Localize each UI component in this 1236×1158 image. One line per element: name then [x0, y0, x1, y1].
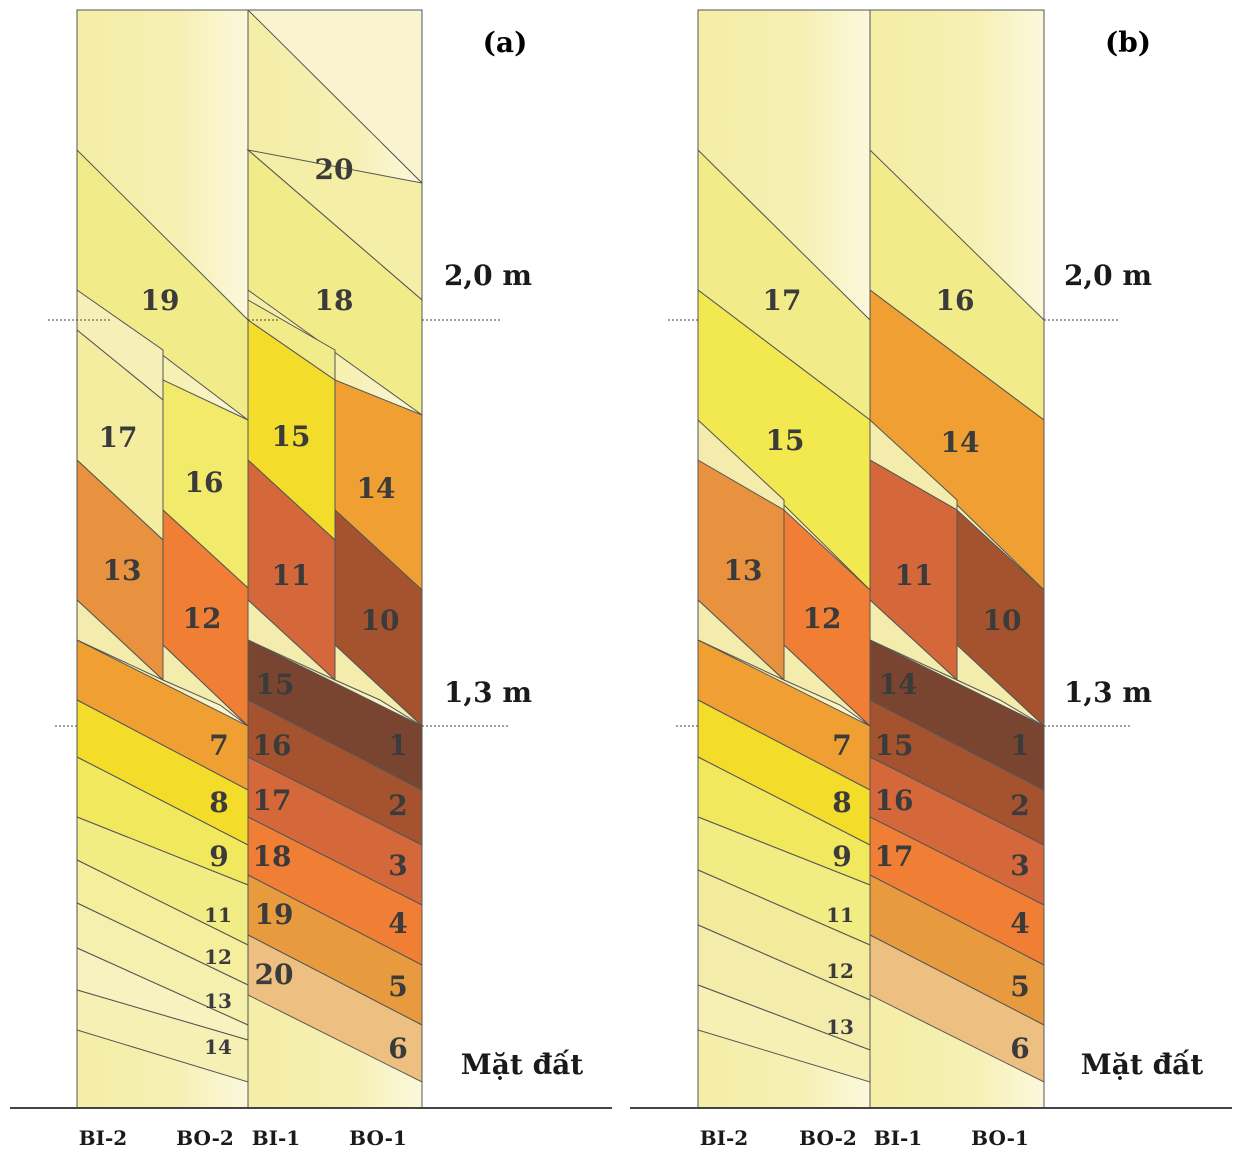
ground-label-a: Mặt đất: [461, 1048, 584, 1081]
band-number: 13: [204, 989, 232, 1013]
band-number: 13: [103, 554, 142, 587]
band-number: 7: [209, 729, 228, 762]
band-number: 16: [185, 466, 224, 499]
band-number: 5: [1010, 970, 1029, 1003]
band-10b-a: [334, 643, 423, 727]
band-13b-a: [76, 598, 164, 681]
level-label-13m-a: 1,3 m: [444, 676, 532, 709]
band-number: 15: [875, 729, 914, 762]
band-number: 9: [209, 840, 228, 873]
band-10c-b: [956, 643, 1045, 727]
level-label-13m-b: 1,3 m: [1064, 676, 1152, 709]
band-12c-b: [783, 643, 871, 727]
band-number: 11: [272, 559, 311, 592]
band-14l-a: [76, 989, 249, 1083]
band-number: 20: [315, 153, 354, 186]
band-number: 14: [879, 668, 918, 701]
band-number: 4: [388, 907, 407, 940]
band-number: 11: [826, 903, 854, 927]
band-number: 18: [315, 284, 354, 317]
column-label-bi1-a: BI-1: [252, 1126, 300, 1150]
band-number: 12: [803, 602, 842, 635]
band-6d-b: [869, 934, 1045, 1083]
band-number: 2: [388, 789, 407, 822]
band-number: 19: [255, 898, 294, 931]
band-number: 11: [204, 903, 232, 927]
column-label-bo2-a: BO-2: [176, 1126, 234, 1150]
band-number: 6: [388, 1032, 407, 1065]
band-number: 10: [361, 604, 400, 637]
band-number: 4: [1010, 907, 1029, 940]
column-label-bi2-a: BI-2: [79, 1126, 127, 1150]
band-number: 17: [763, 284, 802, 317]
band-number: 6: [1010, 1032, 1029, 1065]
band-number: 19: [141, 284, 180, 317]
band-11b-a: [247, 598, 336, 681]
panel-label-a: (a): [483, 26, 528, 59]
band-number: 15: [256, 668, 295, 701]
band-number: 17: [875, 840, 914, 873]
band-number: 1: [388, 729, 407, 762]
band-number: 13: [724, 554, 763, 587]
band-number: 14: [941, 426, 980, 459]
band-number: 16: [936, 284, 975, 317]
band-number: 8: [209, 786, 228, 819]
band-number: 17: [253, 784, 292, 817]
band-number: 7: [832, 729, 851, 762]
band-number: 15: [766, 424, 805, 457]
column-label-bi1-b: BI-1: [874, 1126, 922, 1150]
band-number: 15: [272, 420, 311, 453]
band-number: 12: [204, 945, 232, 969]
band-number: 2: [1010, 789, 1029, 822]
band-20-a: [246, 9, 423, 185]
band-number: 12: [826, 959, 854, 983]
band-13c-b: [697, 598, 785, 681]
panel-b: 17 16 15 14 13 12 11 10 14 1 15 7 2 16 8…: [630, 9, 1232, 1150]
band-number: 1: [1010, 729, 1029, 762]
band-number: 20: [255, 958, 294, 991]
column-label-bi2-b: BI-2: [700, 1126, 748, 1150]
band-number: 9: [832, 840, 851, 873]
column-label-bo1-b: BO-1: [971, 1126, 1029, 1150]
level-label-2m-b: 2,0 m: [1064, 259, 1152, 292]
band-20d-a: [247, 934, 423, 1083]
level-label-2m-a: 2,0 m: [444, 259, 532, 292]
band-13l-b: [697, 984, 871, 1083]
band-number: 3: [1010, 849, 1029, 882]
band-number: 12: [183, 602, 222, 635]
band-number: 13: [826, 1015, 854, 1039]
panel-label-b: (b): [1105, 26, 1151, 59]
band-number: 5: [388, 970, 407, 1003]
band-number: 18: [253, 840, 292, 873]
band-number: 16: [875, 784, 914, 817]
band-number: 3: [388, 849, 407, 882]
panel-a: 20 19 18 17 16 15 14 13 12 11 10 15 1 16…: [10, 9, 612, 1150]
band-number: 17: [99, 421, 138, 454]
band-number: 11: [895, 559, 934, 592]
column-label-bo1-a: BO-1: [349, 1126, 407, 1150]
band-11c-b: [869, 598, 958, 681]
band-number: 8: [832, 786, 851, 819]
band-number: 10: [983, 604, 1022, 637]
band-number: 14: [204, 1035, 232, 1059]
band-number: 16: [253, 729, 292, 762]
column-label-bo2-b: BO-2: [799, 1126, 857, 1150]
band-number: 14: [357, 472, 396, 505]
ground-label-b: Mặt đất: [1081, 1048, 1204, 1081]
band-12b-a: [162, 643, 249, 727]
